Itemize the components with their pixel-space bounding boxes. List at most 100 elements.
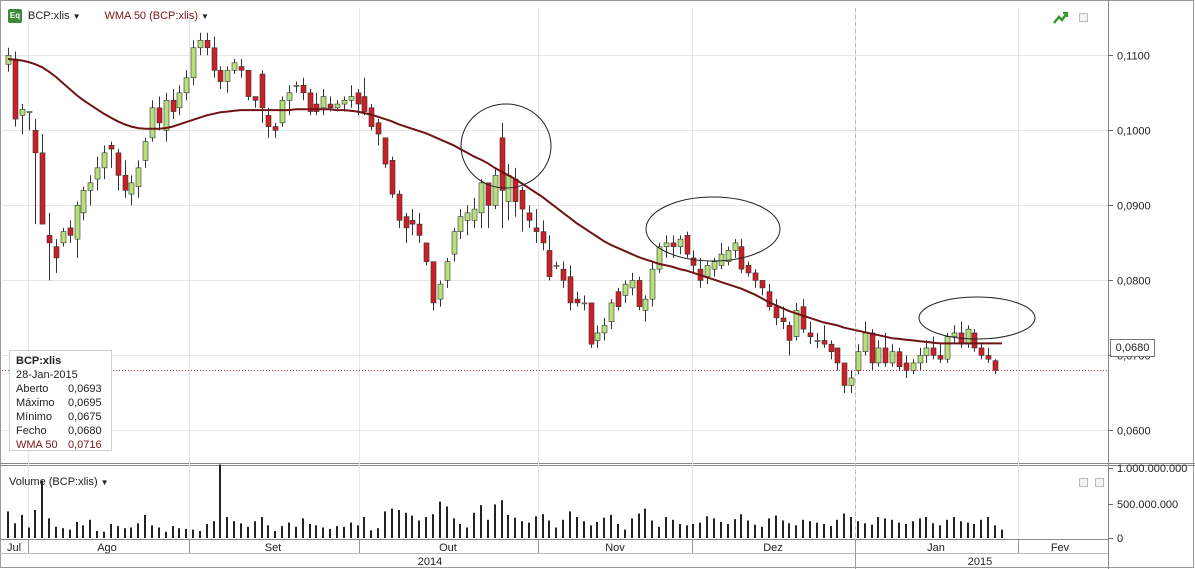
indicator-selector[interactable]: WMA 50 (BCP:xlis) ▼ <box>104 10 208 22</box>
volume-bar <box>96 531 98 538</box>
volume-bar <box>370 530 372 538</box>
volume-bar <box>206 524 208 538</box>
volume-bar <box>651 520 653 538</box>
candle-up <box>231 62 238 71</box>
candle-down <box>869 332 876 364</box>
volume-bar <box>117 526 119 538</box>
volume-bar <box>782 520 784 538</box>
candle-down <box>211 47 218 71</box>
volume-bar <box>110 524 112 538</box>
candle-down <box>170 100 177 112</box>
candle-up <box>732 242 739 251</box>
volume-bar <box>89 519 91 538</box>
volume-selector[interactable]: Volume (BCP:xlis) ▼ <box>9 476 109 488</box>
candle-down <box>773 306 780 319</box>
candle-down <box>512 178 519 202</box>
candle-up <box>629 280 636 289</box>
equity-icon: Eq <box>8 9 22 23</box>
candle-down <box>46 235 53 244</box>
candle-down <box>409 220 416 225</box>
volume-bar <box>980 519 982 538</box>
candle-down <box>519 190 526 210</box>
volume-bar <box>871 524 873 538</box>
volume-bar <box>130 527 132 538</box>
candle-up <box>94 167 101 180</box>
candle-up <box>492 175 499 206</box>
candle-up <box>320 96 327 109</box>
volume-bar <box>261 517 263 538</box>
volume-bar <box>754 524 756 538</box>
volume-bar <box>665 517 667 538</box>
candle-down <box>423 242 430 262</box>
candle-up <box>478 182 485 214</box>
candle-up <box>649 268 656 300</box>
last-price-label: 0,0680 <box>1110 339 1155 357</box>
volume-bar <box>925 517 927 538</box>
volume-bar <box>226 517 228 538</box>
volume-bar <box>343 526 345 538</box>
candle-up <box>437 283 444 300</box>
volume-bar <box>41 480 43 538</box>
candle-up <box>101 152 108 169</box>
volume-tick-label: 1.000.000.000 <box>1117 463 1187 475</box>
maximize-icon[interactable] <box>1095 478 1104 490</box>
volume-bar <box>398 510 400 538</box>
volume-bar <box>76 521 78 538</box>
candle-up <box>711 261 718 270</box>
candle-up <box>457 216 464 232</box>
annotation-ellipse <box>918 296 1036 340</box>
candle-down <box>745 265 752 274</box>
candle-down <box>361 96 368 112</box>
volume-bar <box>405 512 407 538</box>
volume-bar <box>82 525 84 538</box>
symbol-selector[interactable]: BCP:xlis ▼ <box>28 10 80 22</box>
y-tick-label: 0,1000 <box>1117 126 1151 138</box>
volume-bar <box>432 514 434 538</box>
candle-down <box>204 39 211 49</box>
volume-bar <box>302 518 304 538</box>
candle-down <box>313 103 320 112</box>
candle-up <box>19 109 26 116</box>
candle-up <box>60 231 67 244</box>
volume-tick-label: 500.000.000 <box>1117 499 1178 511</box>
volume-bar <box>411 515 413 538</box>
volume-bar <box>507 514 509 538</box>
volume-bar <box>274 531 276 538</box>
candle-up <box>951 332 958 337</box>
volume-bar <box>562 519 564 538</box>
volume-bar <box>891 519 893 538</box>
candle-up <box>464 212 471 221</box>
volume-tick-label: 0 <box>1117 533 1123 545</box>
y-tick-label: 0,0800 <box>1117 276 1151 288</box>
volume-bar <box>644 508 646 538</box>
volume-bar <box>350 522 352 538</box>
maximize-icon[interactable] <box>1079 478 1088 490</box>
candle-down <box>800 306 807 330</box>
candle-down <box>368 107 375 127</box>
volume-bar <box>802 519 804 538</box>
volume-bar <box>494 504 496 538</box>
volume-bar <box>740 514 742 538</box>
volume-bar <box>315 525 317 538</box>
volume-bar <box>336 526 338 538</box>
candle-up <box>944 336 951 360</box>
candle-down <box>245 69 252 97</box>
candle-down <box>978 347 985 356</box>
trend-icon[interactable] <box>1053 11 1069 28</box>
volume-bar <box>809 521 811 538</box>
candle-up <box>348 96 355 101</box>
volume-bar <box>823 524 825 538</box>
volume-bar <box>761 526 763 538</box>
candle-up <box>279 100 286 124</box>
volume-bar <box>466 527 468 538</box>
candle-down <box>540 231 547 244</box>
volume-bar <box>686 525 688 538</box>
tooltip-value: 0,0695 <box>68 397 102 409</box>
maximize-icon[interactable] <box>1079 13 1088 25</box>
caret-down-icon: ▼ <box>72 12 81 21</box>
candle-up <box>451 231 458 255</box>
candle-down <box>156 107 163 124</box>
candle-down <box>252 96 259 101</box>
